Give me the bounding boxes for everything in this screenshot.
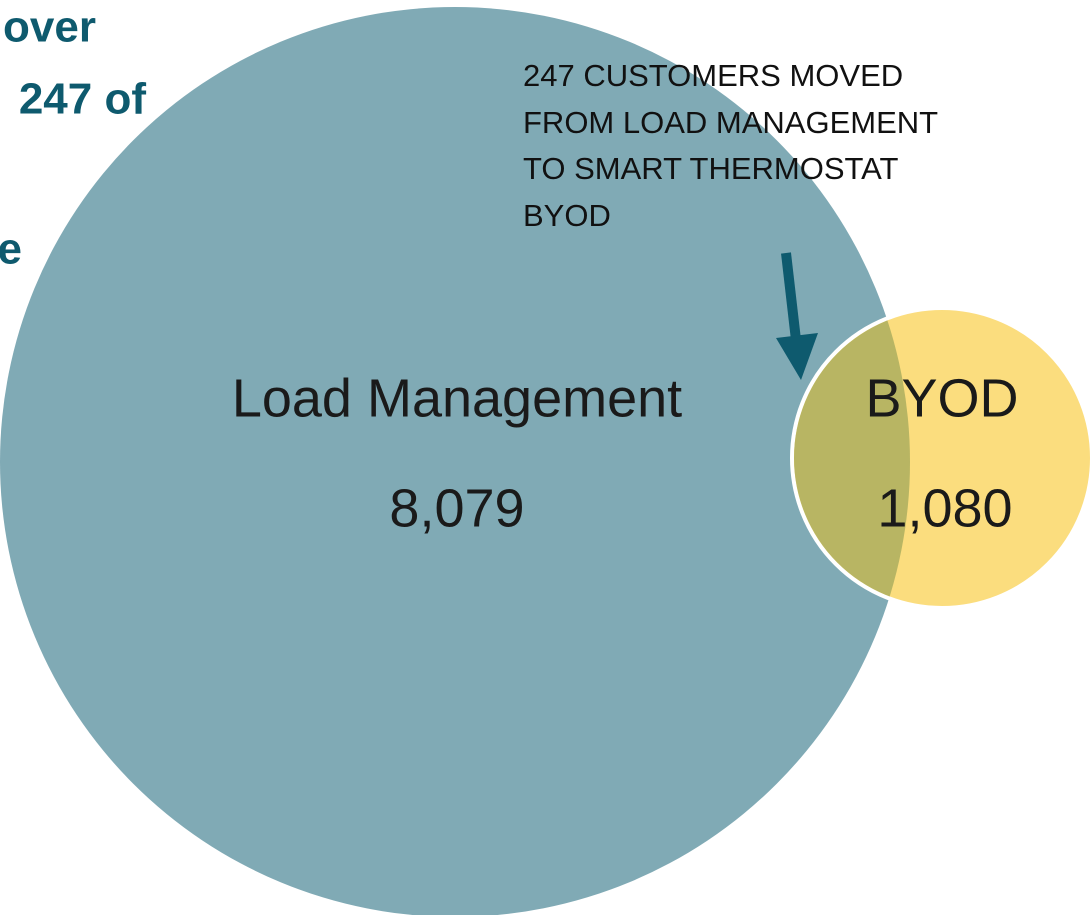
set-count: 1,080 [877,478,1012,538]
set-label: BYOD [865,368,1018,428]
side-text: e [0,225,22,274]
annotation-line: FROM LOAD MANAGEMENT [523,105,938,140]
arrow-head [776,333,818,380]
arrow-shaft [781,252,801,341]
annotation-line: BYOD [523,198,611,233]
side-text: over [3,3,96,52]
overlap-region [794,310,910,606]
load-management-circle [0,7,910,915]
annotation-line: 247 CUSTOMERS MOVED [523,58,903,93]
side-text: 247 of [19,75,147,124]
set-label: Load Management [232,368,682,428]
annotation-line: TO SMART THERMOSTAT [523,151,899,186]
set-count: 8,079 [389,478,524,538]
